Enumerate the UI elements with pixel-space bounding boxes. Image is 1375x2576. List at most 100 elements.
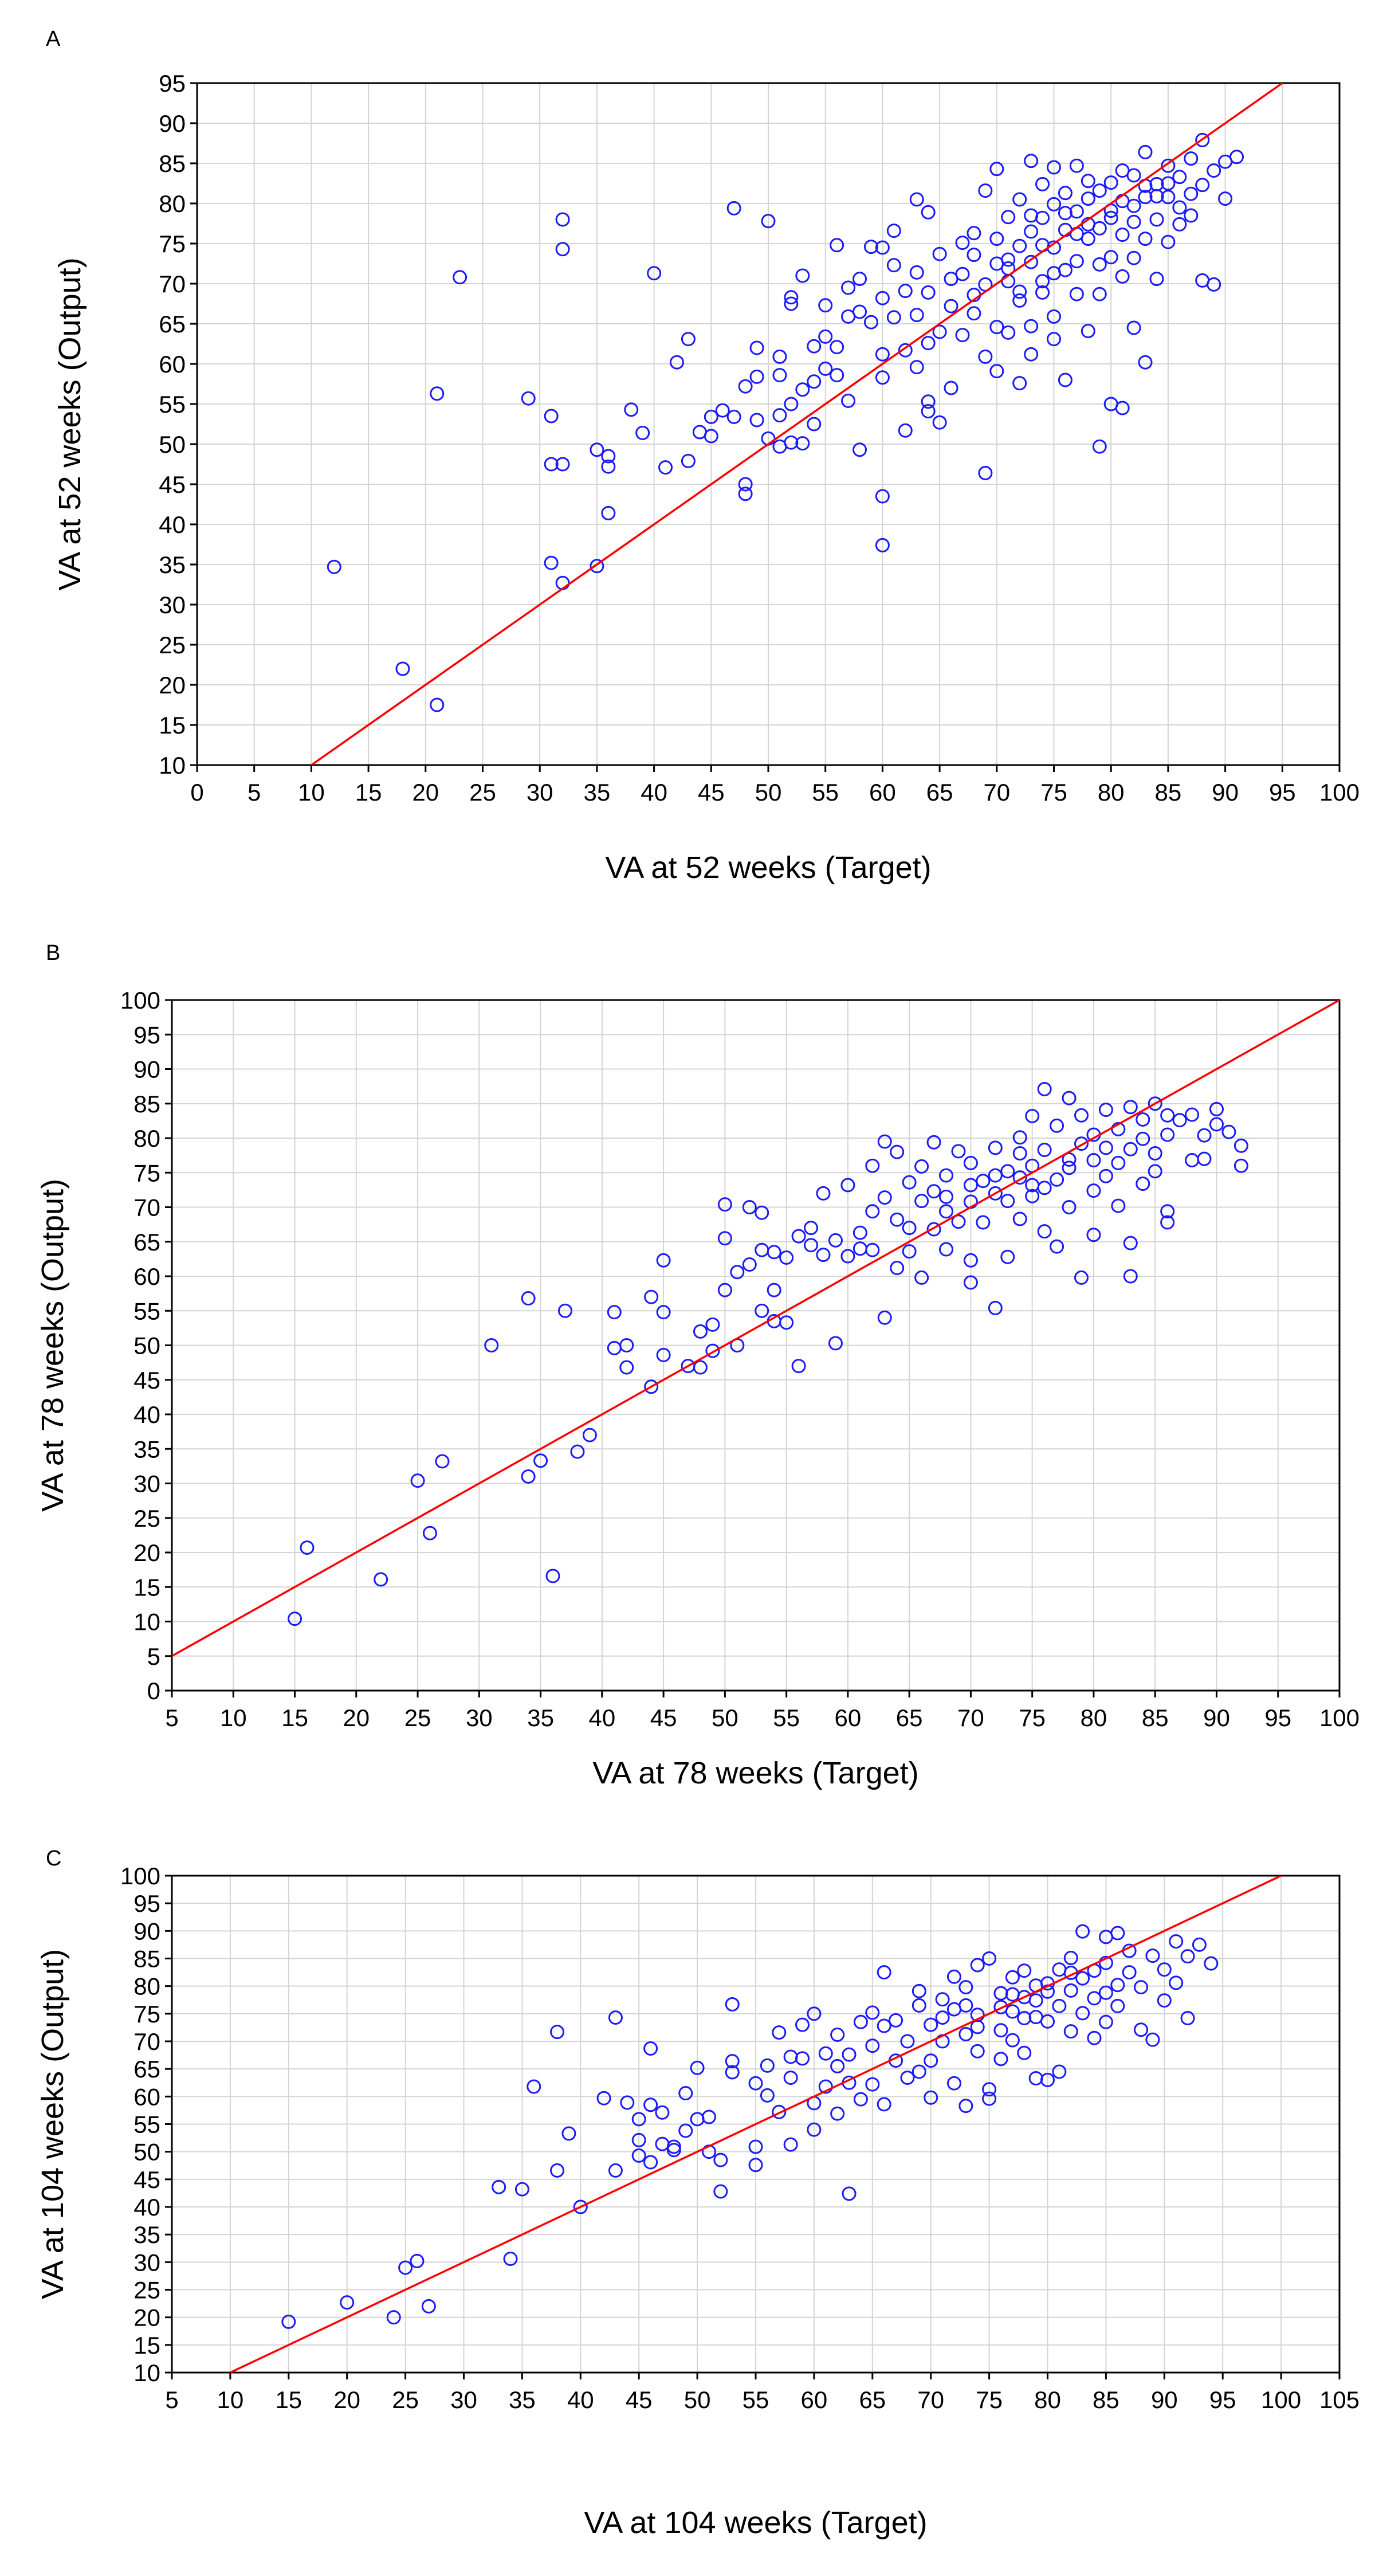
scatter-point bbox=[818, 298, 833, 313]
scatter-point bbox=[914, 1270, 929, 1285]
scatter-point bbox=[503, 2252, 518, 2267]
scatter-point bbox=[875, 240, 890, 255]
x-tick-label: 80 bbox=[1098, 779, 1125, 806]
scatter-point bbox=[374, 1572, 388, 1587]
scatter-point bbox=[607, 1305, 622, 1320]
scatter-point bbox=[655, 2105, 670, 2120]
scatter-point bbox=[655, 2136, 670, 2151]
scatter-point bbox=[909, 360, 924, 375]
scatter-point bbox=[791, 1229, 806, 1244]
scatter-point bbox=[1012, 238, 1027, 253]
scatter-point bbox=[976, 1215, 991, 1230]
identity-line bbox=[230, 1876, 1282, 2373]
scatter-point bbox=[550, 2163, 565, 2178]
scatter-point bbox=[1204, 1956, 1219, 1971]
scatter-point bbox=[865, 1242, 880, 1257]
y-tick-label: 20 bbox=[133, 2304, 160, 2331]
x-tick-label: 95 bbox=[1264, 1704, 1291, 1731]
x-tick-label: 50 bbox=[684, 2386, 711, 2413]
x-tick-label: 30 bbox=[527, 779, 553, 806]
scatter-point bbox=[1058, 186, 1072, 201]
x-axis-ticks: 5 10 15 20 25 30 35 40 45 50 55 60 65 70 75 80 85 90 95 100… bbox=[165, 2373, 1360, 2413]
scatter-point bbox=[1126, 320, 1141, 335]
scatter-point bbox=[1081, 174, 1095, 189]
panel-letter: B bbox=[46, 941, 60, 965]
scatter-point bbox=[958, 2099, 973, 2114]
scatter-point bbox=[1184, 186, 1199, 201]
scatter-point bbox=[561, 2126, 576, 2141]
scatter-point bbox=[1050, 1172, 1064, 1187]
scatter-point bbox=[1087, 1991, 1102, 2006]
scatter-point bbox=[514, 2182, 529, 2197]
scatter-point bbox=[681, 453, 696, 468]
scatter-point bbox=[608, 2163, 623, 2178]
y-tick-label: 95 bbox=[159, 70, 186, 97]
scatter-point bbox=[1047, 309, 1061, 324]
x-axis-title: VA at 52 weeks (Target) bbox=[605, 850, 931, 885]
scatter-point bbox=[982, 2091, 997, 2106]
scatter-point bbox=[1149, 212, 1164, 227]
identity-line bbox=[311, 83, 1283, 765]
scatter-point bbox=[1123, 1236, 1138, 1250]
scatter-point bbox=[978, 349, 993, 364]
scatter-point bbox=[865, 2005, 880, 2020]
scatter-point bbox=[544, 457, 559, 472]
scatter-point bbox=[909, 192, 924, 207]
x-tick-label: 15 bbox=[281, 1704, 308, 1731]
scatter-point bbox=[877, 2097, 891, 2112]
x-tick-label: 60 bbox=[801, 2386, 828, 2413]
scatter-point bbox=[596, 2091, 611, 2106]
scatter-point bbox=[955, 266, 970, 281]
y-tick-label: 50 bbox=[159, 431, 186, 458]
y-tick-label: 85 bbox=[133, 1091, 160, 1118]
scatter-point bbox=[1037, 1224, 1052, 1239]
scatter-point bbox=[924, 2053, 938, 2068]
scatter-point bbox=[395, 661, 410, 676]
scatter-point bbox=[1122, 1965, 1137, 1980]
scatter-point bbox=[944, 299, 958, 313]
x-tick-label: 85 bbox=[1093, 2386, 1119, 2413]
x-tick-label: 45 bbox=[650, 1704, 677, 1731]
scatter-point bbox=[527, 2079, 541, 2094]
scatter-point bbox=[1062, 1160, 1077, 1175]
y-tick-label: 65 bbox=[133, 2056, 160, 2083]
scatter-point bbox=[772, 368, 787, 383]
scatter-point bbox=[1148, 1146, 1162, 1161]
scatter-point bbox=[601, 459, 616, 474]
x-tick-label: 45 bbox=[698, 779, 725, 806]
y-tick-label: 100 bbox=[120, 987, 160, 1014]
scatter-point bbox=[1145, 1948, 1160, 1963]
scatter-point bbox=[875, 489, 890, 504]
scatter-point bbox=[1169, 1975, 1184, 1990]
scatter-point bbox=[989, 364, 1004, 379]
x-tick-label: 35 bbox=[584, 779, 611, 806]
scatter-point bbox=[713, 2152, 728, 2167]
scatter-point bbox=[767, 1283, 781, 1297]
x-tick-label: 55 bbox=[773, 1704, 800, 1731]
scatter-point bbox=[982, 2082, 997, 2097]
scatter-point bbox=[1207, 163, 1221, 178]
y-tick-label: 30 bbox=[133, 2249, 160, 2276]
y-tick-label: 80 bbox=[159, 190, 186, 217]
x-tick-label: 45 bbox=[626, 2386, 653, 2413]
scatter-point bbox=[890, 1261, 905, 1276]
y-tick-label: 15 bbox=[133, 2332, 160, 2359]
y-tick-label: 55 bbox=[133, 2111, 160, 2138]
y-tick-label: 20 bbox=[133, 1539, 160, 1566]
scatter-point bbox=[544, 409, 559, 424]
scatter-point bbox=[1017, 1963, 1032, 1978]
scatter-point bbox=[726, 409, 741, 424]
scatter-point bbox=[1207, 277, 1221, 292]
scatter-point bbox=[830, 2059, 845, 2073]
scatter-point bbox=[842, 2186, 857, 2201]
scatter-point bbox=[1103, 250, 1118, 265]
scatter-point bbox=[1086, 1228, 1101, 1242]
x-tick-label: 20 bbox=[343, 1704, 370, 1731]
y-tick-label: 30 bbox=[159, 591, 186, 618]
scatter-point bbox=[1081, 191, 1095, 206]
scatter-point bbox=[1115, 163, 1130, 178]
scatter-point bbox=[1098, 2014, 1113, 2029]
scatter-point bbox=[705, 1343, 720, 1358]
scatter-point bbox=[909, 265, 924, 280]
